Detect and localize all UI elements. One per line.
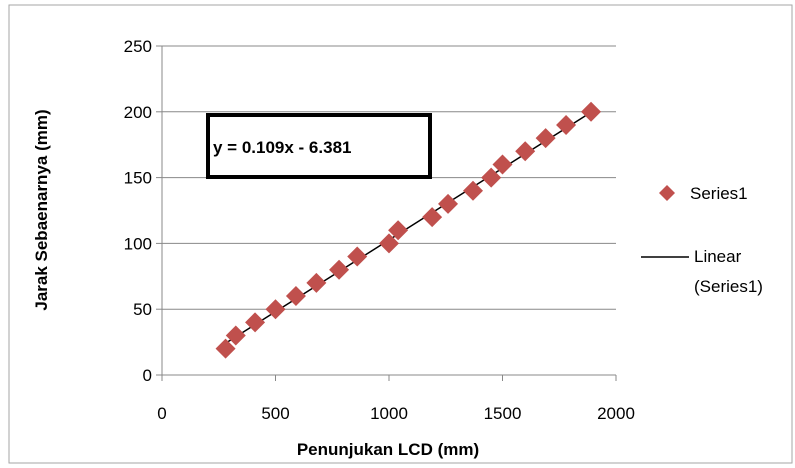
y-tick-label: 250	[124, 37, 152, 56]
legend-marker-series1	[659, 185, 675, 201]
data-point	[347, 246, 368, 267]
data-point	[422, 207, 443, 228]
data-point	[329, 259, 350, 280]
axes	[156, 45, 617, 381]
data-point	[492, 154, 513, 175]
data-point	[245, 312, 266, 333]
y-tick-label: 200	[124, 103, 152, 122]
equation-box: y = 0.109x - 6.381	[206, 113, 432, 179]
data-point	[388, 220, 409, 241]
data-point	[462, 180, 483, 201]
x-tick-label: 0	[157, 404, 166, 423]
x-tick-label: 1000	[370, 404, 408, 423]
data-point	[581, 101, 602, 122]
legend: Series1 Linear (Series1)	[641, 184, 763, 296]
data-points	[215, 101, 602, 359]
legend-label-trendline-line1: Linear	[694, 247, 742, 266]
y-tick-label: 0	[143, 366, 152, 385]
data-point	[481, 167, 502, 188]
data-point	[265, 299, 286, 320]
legend-label-series1: Series1	[690, 184, 748, 203]
legend-label-trendline-line2: (Series1)	[694, 277, 763, 296]
data-point	[515, 141, 536, 162]
data-point	[379, 233, 399, 254]
data-point	[535, 128, 556, 149]
x-tick-label: 500	[261, 404, 289, 423]
data-point	[225, 325, 246, 346]
y-tick-label: 50	[133, 300, 152, 319]
data-point	[438, 193, 459, 214]
data-point	[215, 338, 236, 359]
x-tick-label: 2000	[597, 404, 635, 423]
y-tick-label: 100	[124, 234, 152, 253]
y-axis-title: Jarak Sebaenarnya (mm)	[32, 109, 51, 310]
trendline-equation: y = 0.109x - 6.381	[213, 138, 351, 157]
equation-box-frame	[206, 113, 432, 179]
data-point	[556, 114, 577, 135]
data-point	[285, 286, 306, 307]
x-axis-title: Penunjukan LCD (mm)	[297, 440, 479, 459]
y-tick-label: 150	[124, 169, 152, 188]
tick-labels: 0 50 100 150 200 250 0 500 1000 1500 2000	[124, 37, 635, 423]
data-point	[306, 272, 327, 293]
x-tick-label: 1500	[484, 404, 522, 423]
